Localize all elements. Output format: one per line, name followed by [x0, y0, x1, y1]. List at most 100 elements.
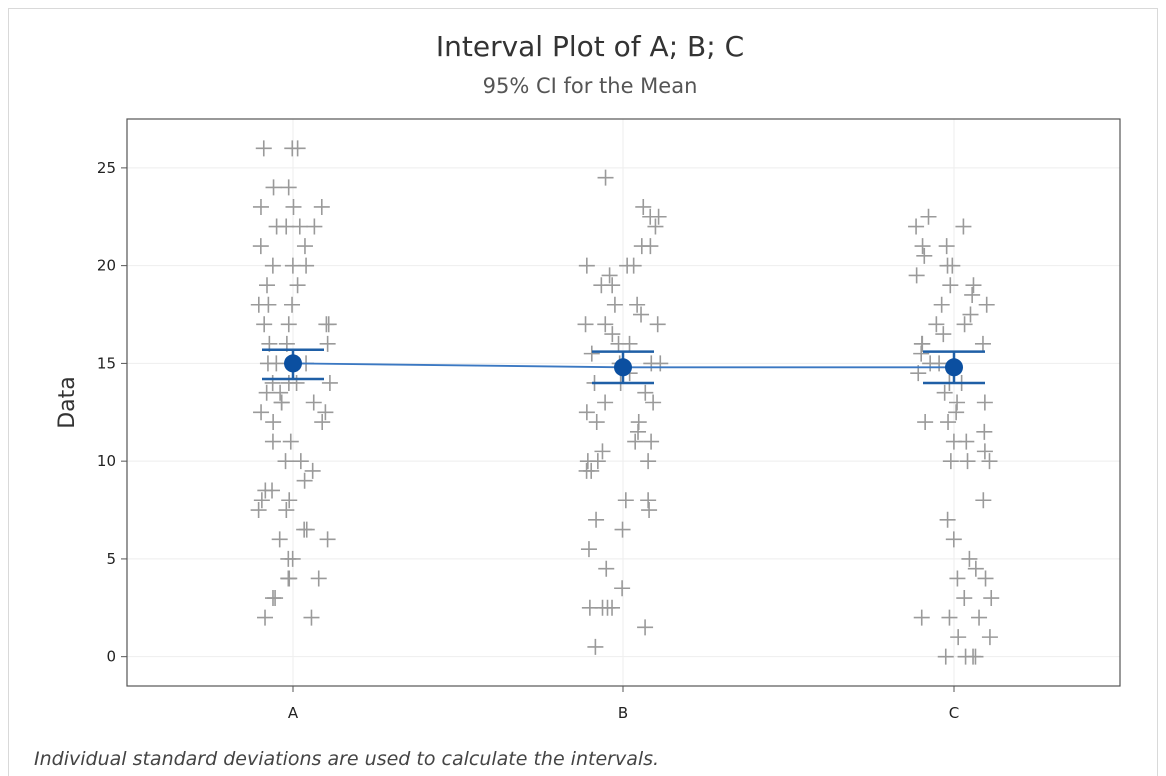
data-point-C: [914, 335, 931, 352]
data-point-C: [961, 550, 978, 567]
data-point-B: [629, 296, 646, 313]
data-point-A: [265, 179, 282, 196]
data-point-B: [640, 492, 657, 509]
data-point-A: [288, 374, 305, 391]
data-point-C: [978, 296, 995, 313]
data-point-B: [614, 580, 631, 597]
data-point-B: [601, 267, 618, 284]
data-point-C: [917, 414, 934, 431]
data-point-B: [588, 414, 605, 431]
data-point-A: [317, 404, 334, 421]
data-point-C: [939, 511, 956, 528]
data-point-A: [289, 140, 306, 157]
data-point-C: [975, 492, 992, 509]
chart-subtitle: 95% CI for the Mean: [482, 74, 698, 98]
data-point-B: [647, 218, 664, 235]
data-point-A: [252, 198, 269, 215]
y-tick-label: 0: [106, 648, 116, 666]
data-point-A: [271, 531, 288, 548]
y-axis-label: Data: [55, 376, 80, 429]
data-point-B: [598, 560, 615, 577]
data-point-C: [976, 423, 993, 440]
data-point-A: [278, 502, 295, 519]
data-point-B: [633, 306, 650, 323]
data-point-C: [945, 531, 962, 548]
data-point-A: [321, 374, 338, 391]
data-point-B: [578, 257, 595, 274]
y-tick-label: 5: [106, 550, 116, 568]
data-point-B: [578, 404, 595, 421]
data-point-B: [597, 169, 614, 186]
data-point-B: [597, 316, 614, 333]
data-point-C: [976, 443, 993, 460]
data-point-B: [627, 433, 644, 450]
data-point-C: [938, 238, 955, 255]
data-point-C: [971, 609, 988, 626]
data-point-C: [956, 590, 973, 607]
data-point-A: [277, 453, 294, 470]
data-point-A: [305, 394, 322, 411]
data-point-C: [965, 277, 982, 294]
chart-title: Interval Plot of A; B; C: [435, 30, 745, 63]
data-point-C: [955, 218, 972, 235]
data-point-B: [604, 326, 621, 343]
data-point-A: [272, 384, 289, 401]
y-tick-label: 20: [97, 257, 116, 275]
data-point-C: [983, 590, 1000, 607]
data-point-B: [577, 316, 594, 333]
data-point-C: [981, 453, 998, 470]
data-point-A: [259, 277, 276, 294]
data-point-A: [258, 384, 275, 401]
data-point-A: [281, 492, 298, 509]
mean-point-C: [945, 358, 963, 377]
data-point-C: [935, 326, 952, 343]
data-point-B: [599, 599, 616, 616]
data-point-C: [931, 355, 948, 372]
data-point-A: [291, 218, 308, 235]
data-point-C: [942, 453, 959, 470]
data-point-C: [933, 296, 950, 313]
data-point-A: [259, 355, 276, 372]
data-point-C: [974, 335, 991, 352]
data-point-B: [643, 433, 660, 450]
data-point-A: [296, 238, 313, 255]
data-point-A: [282, 433, 299, 450]
data-point-A: [256, 316, 273, 333]
data-point-B: [587, 638, 604, 655]
data-point-B: [583, 345, 600, 362]
data-point-B: [645, 394, 662, 411]
data-point-B: [640, 453, 657, 470]
data-point-C: [928, 316, 945, 333]
data-point-C: [939, 257, 956, 274]
data-point-A: [296, 472, 313, 489]
data-point-A: [306, 218, 323, 235]
data-point-C: [913, 345, 930, 362]
data-point-A: [250, 502, 267, 519]
mean-point-A: [284, 354, 302, 373]
data-point-A: [280, 316, 297, 333]
data-point-B: [643, 355, 660, 372]
data-point-A: [310, 570, 327, 587]
data-point-B: [619, 257, 636, 274]
data-point-A: [280, 570, 297, 587]
data-point-A: [250, 296, 267, 313]
data-point-A: [296, 521, 313, 538]
data-point-C: [949, 394, 966, 411]
data-point-A: [257, 609, 274, 626]
data-point-A: [289, 277, 306, 294]
data-point-C: [941, 609, 958, 626]
x-tick-label: C: [949, 704, 959, 722]
data-point-A: [292, 453, 309, 470]
data-point-A: [284, 550, 301, 567]
data-point-A: [273, 394, 290, 411]
y-tick-label: 25: [97, 159, 116, 177]
data-point-A: [253, 404, 270, 421]
data-point-C: [981, 629, 998, 646]
data-point-B: [614, 521, 631, 538]
data-point-A: [313, 198, 330, 215]
data-point-B: [641, 502, 658, 519]
points-layer: [250, 140, 1000, 665]
data-point-C: [962, 306, 979, 323]
data-point-B: [588, 511, 605, 528]
